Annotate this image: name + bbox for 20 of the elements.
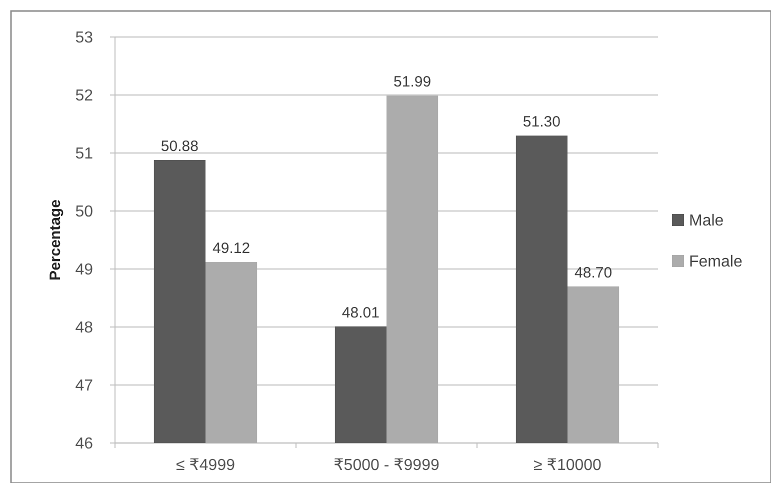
y-tick-label: 48 (75, 320, 94, 337)
x-tick-label: ₹5000 - ₹9999 (334, 457, 440, 474)
y-tick-label: 53 (75, 30, 94, 47)
y-tick-label: 46 (75, 436, 94, 453)
y-tick-label: 49 (75, 262, 94, 279)
y-tick-label: 47 (75, 378, 94, 395)
y-tick-label: 52 (75, 88, 94, 105)
data-label: 48.01 (342, 304, 380, 322)
y-axis-title: Percentage (47, 200, 64, 280)
data-label: 49.12 (212, 240, 250, 258)
legend-label: Female (689, 254, 742, 271)
x-tick-label: ≤ ₹4999 (176, 457, 236, 474)
data-label: 51.30 (522, 114, 560, 131)
data-label: 50.88 (160, 138, 198, 155)
y-tick-label: 50 (75, 204, 94, 221)
x-tick-label: ≥ ₹10000 (534, 457, 602, 474)
data-label: 51.99 (394, 74, 432, 91)
legend-label: Male (689, 212, 724, 230)
y-tick-label: 51 (75, 146, 94, 163)
data-label: 48.70 (574, 264, 612, 282)
